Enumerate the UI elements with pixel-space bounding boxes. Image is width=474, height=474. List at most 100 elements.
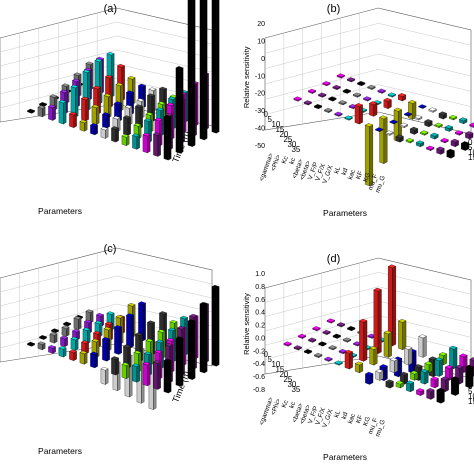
bar-top — [307, 88, 317, 93]
bar-side — [147, 363, 151, 387]
bar-top — [94, 320, 103, 325]
bar-front — [111, 357, 116, 376]
bar-top — [180, 315, 189, 320]
bar-top — [147, 320, 156, 324]
bar-side — [106, 338, 110, 362]
bar-top — [419, 130, 429, 135]
bar — [364, 371, 374, 385]
bar — [123, 344, 132, 369]
bar-top — [430, 132, 439, 137]
bar-top — [454, 364, 464, 369]
bar — [324, 356, 333, 362]
bar — [81, 340, 90, 355]
x-tick-label: KG — [362, 416, 372, 427]
bar-front — [111, 127, 116, 143]
bar — [323, 107, 333, 113]
bar-top — [70, 336, 79, 341]
bar — [334, 111, 343, 117]
bar — [175, 336, 184, 387]
bar-top — [165, 343, 174, 347]
bar-top — [312, 326, 321, 330]
bar — [153, 132, 162, 157]
z-tick-label: 0.6 — [255, 297, 265, 304]
gridline — [378, 84, 472, 107]
bar — [377, 88, 386, 94]
bar-front — [102, 113, 107, 129]
x-tick-label: kL — [333, 165, 342, 174]
bar-top — [136, 98, 145, 102]
bar-front — [389, 359, 395, 374]
bar — [440, 376, 450, 393]
y-tick-label: 10 — [468, 392, 474, 401]
bar-top — [342, 88, 352, 93]
bar-top — [84, 319, 93, 324]
bar-top — [69, 349, 78, 354]
bar-front — [398, 320, 403, 351]
bar — [352, 92, 362, 98]
bar — [420, 368, 429, 385]
bar — [132, 363, 141, 383]
bar — [313, 352, 323, 358]
bar — [303, 349, 313, 355]
bar-top — [397, 318, 407, 323]
bar-top — [375, 369, 384, 373]
bar — [313, 104, 323, 110]
bar-side — [383, 365, 388, 381]
bar-side — [192, 0, 196, 147]
bar-top — [39, 102, 48, 106]
bar-top — [168, 327, 177, 332]
bar — [397, 318, 407, 351]
bar — [430, 376, 439, 389]
bar-top — [364, 371, 374, 376]
y-tick-label: 25 — [283, 135, 292, 144]
bar — [48, 104, 57, 121]
x-axis-label: Parameters — [38, 206, 82, 216]
bar-top — [211, 284, 220, 289]
bar-top — [383, 330, 393, 335]
bar-top — [393, 107, 403, 112]
bar — [70, 336, 79, 351]
bar-top — [135, 104, 144, 108]
bar-top — [168, 96, 177, 100]
bar — [346, 326, 356, 332]
bar-top — [48, 345, 57, 349]
bar-front — [359, 320, 364, 362]
bar-top — [58, 346, 67, 350]
bar — [49, 332, 58, 344]
bar-top — [61, 83, 70, 87]
bar-top — [187, 319, 196, 323]
bar-top — [324, 356, 333, 361]
bar — [39, 335, 48, 340]
bar-front — [436, 389, 442, 404]
bar-front — [121, 364, 127, 379]
bar-front — [404, 347, 409, 366]
y-tick-label: 5 — [468, 143, 473, 152]
bar-top — [399, 122, 409, 127]
bar — [454, 130, 464, 136]
bar-top — [142, 132, 151, 137]
bar-top — [297, 333, 307, 338]
bar — [63, 321, 72, 327]
z-tick-label: 20 — [257, 21, 265, 28]
x-tick-label: kac — [347, 412, 357, 425]
bar — [318, 341, 327, 347]
y-tick-label: 0 — [468, 138, 473, 147]
bar — [111, 126, 120, 143]
bar-top — [27, 108, 36, 113]
bar — [465, 364, 474, 389]
bar-front — [373, 289, 379, 354]
bar — [81, 96, 90, 122]
bar — [121, 134, 130, 146]
bar — [90, 123, 99, 136]
bar-top — [49, 94, 58, 98]
bar-top — [39, 335, 48, 339]
bar-top — [303, 100, 313, 105]
panel-d: (d) 1.0 0.8 0.6 0.4 0.2 0.0 -0.2 -0.4 -0.6 -0.8 Rel… — [242, 253, 474, 462]
bar-front — [79, 352, 85, 365]
bar-top — [426, 388, 435, 392]
bar — [27, 108, 36, 114]
y-tick-label: 0 — [263, 350, 268, 359]
panel-label: (a) — [104, 3, 117, 15]
bar — [336, 73, 346, 79]
bar — [424, 119, 433, 128]
